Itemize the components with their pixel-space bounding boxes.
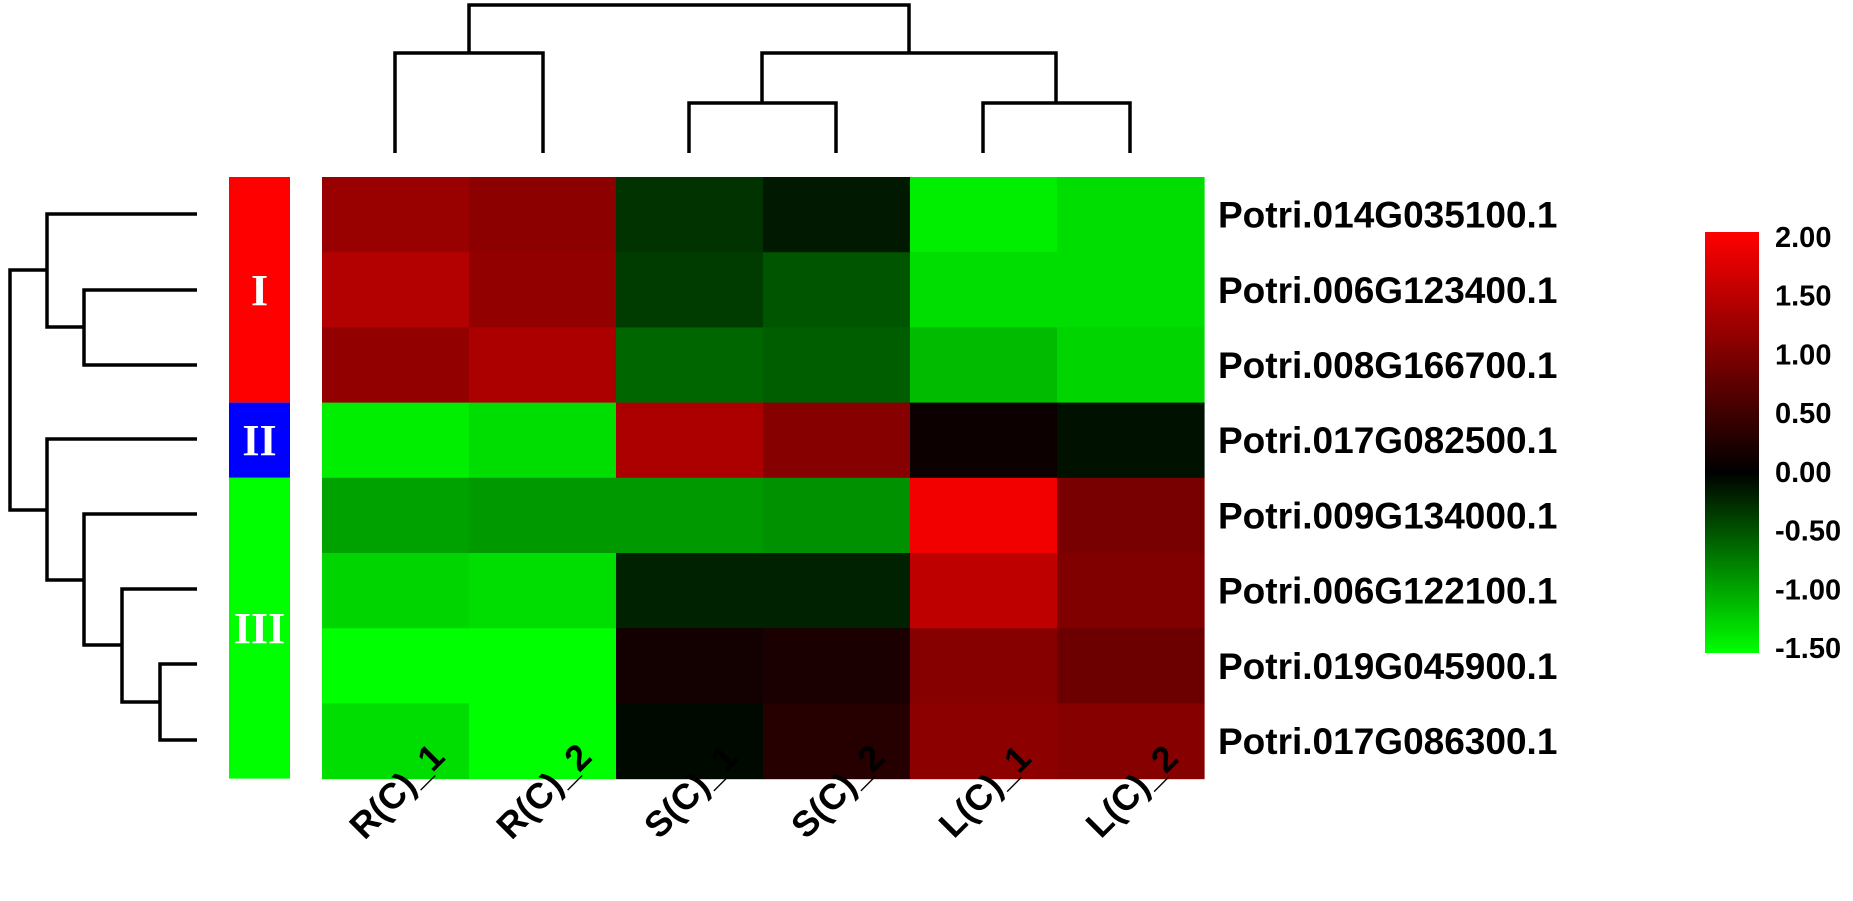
color-scale-ticks: 2.00 1.50 1.00 0.50 0.00 -0.50 -1.00 -1.50 xyxy=(1775,222,1841,665)
heatmap-cell xyxy=(616,628,764,704)
heatmap-cell xyxy=(1057,553,1205,629)
heatmap-cell xyxy=(763,402,911,479)
col-dendro-branch-r xyxy=(393,51,545,153)
heatmap-cell xyxy=(469,477,617,554)
color-scale-legend: 2.00 1.50 1.00 0.50 0.00 -0.50 -1.00 -1.50 xyxy=(1705,222,1841,665)
heatmap-cell xyxy=(1057,252,1205,328)
heatmap-cell xyxy=(910,703,1058,780)
col-dendro-branch-l xyxy=(981,101,1132,153)
color-scale-tick-label: 0.50 xyxy=(1775,398,1831,430)
col-dendro-branch-s xyxy=(687,101,838,153)
color-scale-tick-label: 2.00 xyxy=(1775,222,1831,254)
heatmap-cell xyxy=(469,703,617,780)
cluster-label: II xyxy=(242,416,276,465)
heatmap-cell xyxy=(910,252,1058,328)
color-scale-tick-label: -1.50 xyxy=(1775,633,1841,665)
col-dendro-root xyxy=(467,3,911,53)
row-labels: Potri.014G035100.1 Potri.006G123400.1 Potr… xyxy=(1218,195,1557,762)
heatmap-cell xyxy=(616,177,764,253)
heatmap-cell xyxy=(1057,402,1205,479)
cluster-block xyxy=(229,402,290,478)
row-label: Potri.009G134000.1 xyxy=(1218,495,1557,536)
heatmap-cell xyxy=(322,402,470,479)
heatmap-cell xyxy=(469,177,617,253)
heatmap-cell xyxy=(1057,703,1205,780)
heatmap-cell xyxy=(763,477,911,554)
heatmap-cell xyxy=(322,477,470,554)
row-label: Potri.014G035100.1 xyxy=(1218,195,1557,236)
heatmap-cell xyxy=(910,327,1058,404)
heatmap-cells xyxy=(322,177,1205,780)
heatmap-cell xyxy=(1057,628,1205,704)
heatmap-cell xyxy=(322,628,470,704)
cluster-block xyxy=(229,477,290,779)
heatmap-cell xyxy=(322,177,470,253)
row-label: Potri.008G166700.1 xyxy=(1218,345,1557,386)
cluster-label: I xyxy=(251,266,268,315)
heatmap-cell xyxy=(910,553,1058,629)
heatmap-cell xyxy=(616,477,764,554)
column-dendrogram xyxy=(393,3,1132,153)
heatmap-cell xyxy=(469,628,617,704)
heatmap-cell xyxy=(763,628,911,704)
row-dendro-branch-0 xyxy=(45,212,197,329)
row-label: Potri.006G123400.1 xyxy=(1218,270,1557,311)
col-dendro-branch-sl xyxy=(760,51,1058,103)
row-dendro-branch-6-7 xyxy=(158,662,197,742)
row-label: Potri.006G122100.1 xyxy=(1218,571,1557,612)
row-dendro-root xyxy=(8,268,47,512)
heatmap-cell xyxy=(910,177,1058,253)
row-dendro-branch-4 xyxy=(82,512,197,647)
heatmap-cell xyxy=(616,252,764,328)
heatmap-cell xyxy=(322,703,470,780)
row-dendrogram xyxy=(8,212,197,742)
color-scale-tick-label: -0.50 xyxy=(1775,516,1841,548)
heatmap-cell xyxy=(763,177,911,253)
heatmap-cell xyxy=(763,327,911,404)
cluster-block xyxy=(229,177,290,403)
heatmap-cell xyxy=(763,252,911,328)
heatmap-cell xyxy=(763,703,911,780)
heatmap-cell xyxy=(910,402,1058,479)
cluster-label: III xyxy=(234,604,285,653)
color-scale-tick-label: 1.50 xyxy=(1775,281,1831,313)
row-label: Potri.019G045900.1 xyxy=(1218,646,1557,687)
heatmap-cell xyxy=(322,327,470,404)
heatmap-cell xyxy=(1057,327,1205,404)
heatmap-cell xyxy=(910,477,1058,554)
row-dendro-branch-3 xyxy=(45,437,197,582)
heatmap-cell xyxy=(469,402,617,479)
heatmap-cell xyxy=(469,252,617,328)
heatmap-cell xyxy=(763,553,911,629)
row-label: Potri.017G082500.1 xyxy=(1218,420,1557,461)
row-dendro-branch-1-2 xyxy=(82,288,197,367)
row-label: Potri.017G086300.1 xyxy=(1218,721,1557,762)
color-scale-bar xyxy=(1705,232,1759,653)
heatmap-cell xyxy=(910,628,1058,704)
heatmap-cell xyxy=(616,703,764,780)
heatmap-cell xyxy=(469,553,617,629)
heatmap-cell xyxy=(1057,177,1205,253)
heatmap-cell xyxy=(616,327,764,404)
heatmap-cell xyxy=(1057,477,1205,554)
color-scale-tick-label: -1.00 xyxy=(1775,574,1841,606)
color-scale-tick-label: 1.00 xyxy=(1775,339,1831,371)
heatmap-cell xyxy=(322,252,470,328)
heatmap-cell xyxy=(616,553,764,629)
heatmap-cell xyxy=(616,402,764,479)
color-scale-tick-label: 0.00 xyxy=(1775,457,1831,489)
heatmap-cell xyxy=(469,327,617,404)
heatmap-cell xyxy=(322,553,470,629)
